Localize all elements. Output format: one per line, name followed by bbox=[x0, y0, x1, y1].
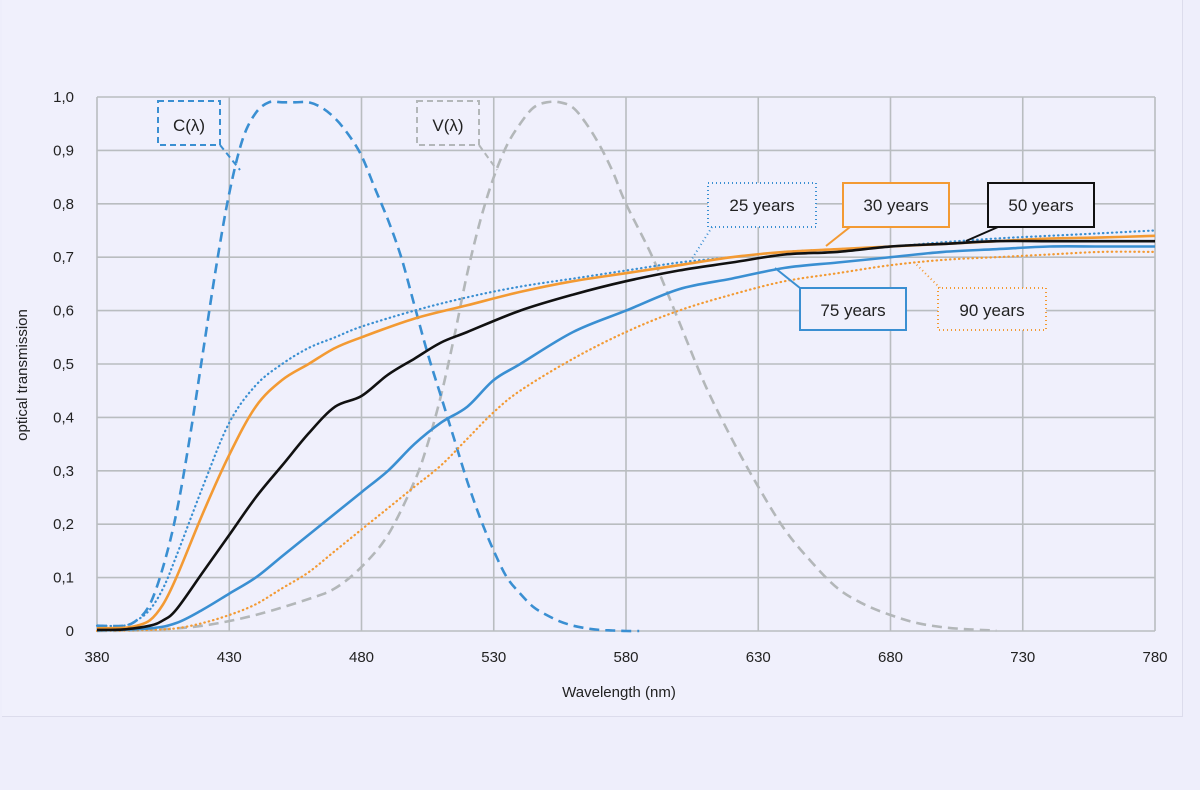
callout-label-50-years: 50 years bbox=[1008, 196, 1073, 215]
callout-box-25-years bbox=[707, 182, 817, 228]
callout-label-30-years: 30 years bbox=[863, 196, 928, 215]
y-tick-label: 0,9 bbox=[53, 142, 74, 159]
callout-label-25-years: 25 years bbox=[729, 196, 794, 215]
grid-lines bbox=[96, 96, 1156, 632]
x-tick-label: 630 bbox=[746, 649, 771, 666]
x-tick-label: 530 bbox=[481, 649, 506, 666]
tick-labels: 380 430 480 530 580 630 680 730 780 0 0,1 0,2 0,3 0,4… bbox=[53, 89, 1167, 666]
series-line-v bbox=[96, 100, 997, 633]
callout-pointer-c bbox=[219, 144, 241, 171]
callout-box-90-years bbox=[937, 287, 1047, 331]
y-tick-label: 0,6 bbox=[53, 303, 74, 320]
x-tick-label: 680 bbox=[878, 649, 903, 666]
x-axis-title: Wavelength (nm) bbox=[562, 684, 676, 701]
series-line-50-years bbox=[96, 239, 1155, 632]
callout-pointer-75-years bbox=[774, 267, 801, 289]
callout-pointer-30-years bbox=[825, 226, 851, 247]
callout-box-50-years bbox=[987, 182, 1095, 228]
series-line-75-years bbox=[96, 245, 1155, 632]
callout-box-30-years bbox=[842, 182, 950, 228]
y-tick-label: 0,8 bbox=[53, 196, 74, 213]
series-lines bbox=[95, 100, 1157, 633]
y-tick-label: 0,3 bbox=[53, 463, 74, 480]
x-tick-label: 430 bbox=[217, 649, 242, 666]
y-tick-label: 1,0 bbox=[53, 89, 74, 106]
y-tick-label: 0,7 bbox=[53, 249, 74, 266]
series-line-c bbox=[96, 100, 640, 633]
callout-pointer-v bbox=[478, 144, 498, 171]
annotations: C(λ) V(λ) 25 years 30 years 50 years 75 years… bbox=[157, 100, 1095, 331]
y-tick-label: 0,4 bbox=[53, 409, 74, 426]
callout-box-75-years bbox=[799, 287, 907, 331]
callout-label-c: C(λ) bbox=[173, 116, 205, 135]
y-tick-label: 0,2 bbox=[53, 516, 74, 533]
callout-pointer-90-years bbox=[914, 262, 941, 289]
callout-box-v bbox=[416, 100, 480, 146]
x-tick-label: 380 bbox=[84, 649, 109, 666]
y-tick-label: 0,1 bbox=[53, 570, 74, 587]
callout-pointer-25-years bbox=[689, 226, 713, 263]
callout-label-90-years: 90 years bbox=[959, 301, 1024, 320]
callout-label-75-years: 75 years bbox=[820, 301, 885, 320]
x-tick-label: 780 bbox=[1142, 649, 1167, 666]
callout-label-v: V(λ) bbox=[432, 116, 463, 135]
y-axis-title: optical transmission bbox=[14, 309, 31, 441]
y-tick-label: 0 bbox=[66, 623, 74, 640]
x-tick-label: 730 bbox=[1010, 649, 1035, 666]
callout-box-c bbox=[157, 100, 221, 146]
y-tick-label: 0,5 bbox=[53, 356, 74, 373]
callout-pointer-50-years bbox=[965, 226, 999, 242]
x-tick-label: 580 bbox=[613, 649, 638, 666]
x-tick-label: 480 bbox=[349, 649, 374, 666]
series-line-90-years bbox=[95, 250, 1157, 633]
